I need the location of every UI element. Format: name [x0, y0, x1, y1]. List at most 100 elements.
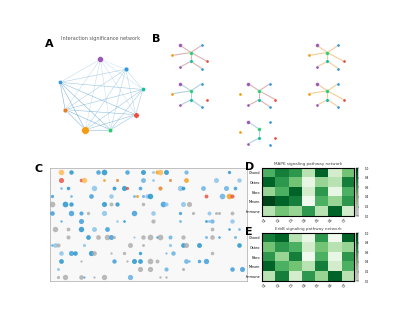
Point [101, 202, 107, 207]
Point [203, 234, 209, 239]
Point [140, 178, 147, 183]
Point [137, 267, 144, 272]
Point [48, 210, 55, 215]
Point [204, 97, 210, 102]
Point [122, 67, 129, 72]
Point [62, 275, 68, 280]
Point [314, 43, 320, 48]
Point [335, 43, 342, 48]
Point [88, 194, 94, 199]
Point [58, 170, 65, 175]
Point [55, 275, 62, 280]
Point [229, 194, 235, 199]
Point [140, 202, 147, 207]
Point [65, 226, 71, 231]
Point [121, 186, 127, 191]
Point [147, 234, 153, 239]
Point [204, 59, 210, 64]
Point [147, 258, 153, 264]
Text: E: E [245, 227, 252, 237]
Text: D: D [245, 162, 254, 172]
Point [111, 258, 117, 264]
Point [78, 258, 84, 264]
Point [314, 64, 320, 70]
Point [183, 178, 189, 183]
Point [91, 226, 98, 231]
Point [62, 107, 68, 112]
Point [58, 178, 65, 183]
Point [78, 210, 84, 215]
Point [81, 242, 88, 247]
Point [78, 275, 84, 280]
Point [108, 202, 114, 207]
Point [111, 234, 117, 239]
Point [154, 258, 160, 264]
Point [314, 103, 320, 108]
Point [101, 210, 107, 215]
Point [188, 50, 194, 55]
Point [157, 186, 163, 191]
Point [111, 186, 117, 191]
Point [150, 218, 156, 223]
Point [305, 91, 312, 96]
Point [68, 194, 74, 199]
Point [245, 103, 252, 108]
Point [150, 170, 156, 175]
Point [198, 81, 205, 86]
Point [58, 218, 65, 223]
Point [236, 226, 242, 231]
Point [132, 112, 139, 117]
Point [114, 178, 120, 183]
Point [170, 250, 176, 255]
Title: MAPK signaling pathway network: MAPK signaling pathway network [274, 162, 342, 166]
Point [245, 141, 252, 146]
Point [199, 186, 206, 191]
Point [114, 202, 120, 207]
Point [198, 43, 205, 48]
Point [114, 218, 120, 223]
Point [68, 202, 74, 207]
Point [62, 202, 68, 207]
Point [236, 178, 242, 183]
Point [108, 194, 114, 199]
Point [180, 267, 186, 272]
Point [180, 202, 186, 207]
Point [196, 258, 202, 264]
Point [58, 258, 65, 264]
Point [209, 218, 216, 223]
Point [177, 103, 183, 108]
Point [226, 226, 232, 231]
Point [121, 250, 127, 255]
Point [256, 97, 262, 102]
Point [219, 194, 226, 199]
Point [237, 130, 244, 135]
Point [147, 194, 153, 199]
Title: ErbB signaling pathway network: ErbB signaling pathway network [274, 227, 341, 231]
Point [101, 178, 107, 183]
Point [267, 81, 273, 86]
Point [163, 202, 170, 207]
Point [82, 127, 88, 132]
Point [169, 53, 175, 58]
Point [206, 210, 212, 215]
Point [137, 186, 144, 191]
Point [222, 186, 229, 191]
Point [55, 242, 62, 247]
Point [72, 250, 78, 255]
Point [188, 97, 194, 102]
Point [186, 258, 193, 264]
Point [154, 234, 160, 239]
Point [91, 275, 98, 280]
Point [335, 81, 342, 86]
Point [212, 210, 219, 215]
Point [124, 186, 130, 191]
Point [124, 170, 130, 175]
Point [108, 234, 114, 239]
Point [101, 275, 107, 280]
Point [256, 136, 262, 141]
Point [256, 127, 262, 132]
Point [137, 258, 144, 264]
Point [140, 170, 147, 175]
Point [203, 258, 209, 264]
Point [177, 81, 183, 86]
